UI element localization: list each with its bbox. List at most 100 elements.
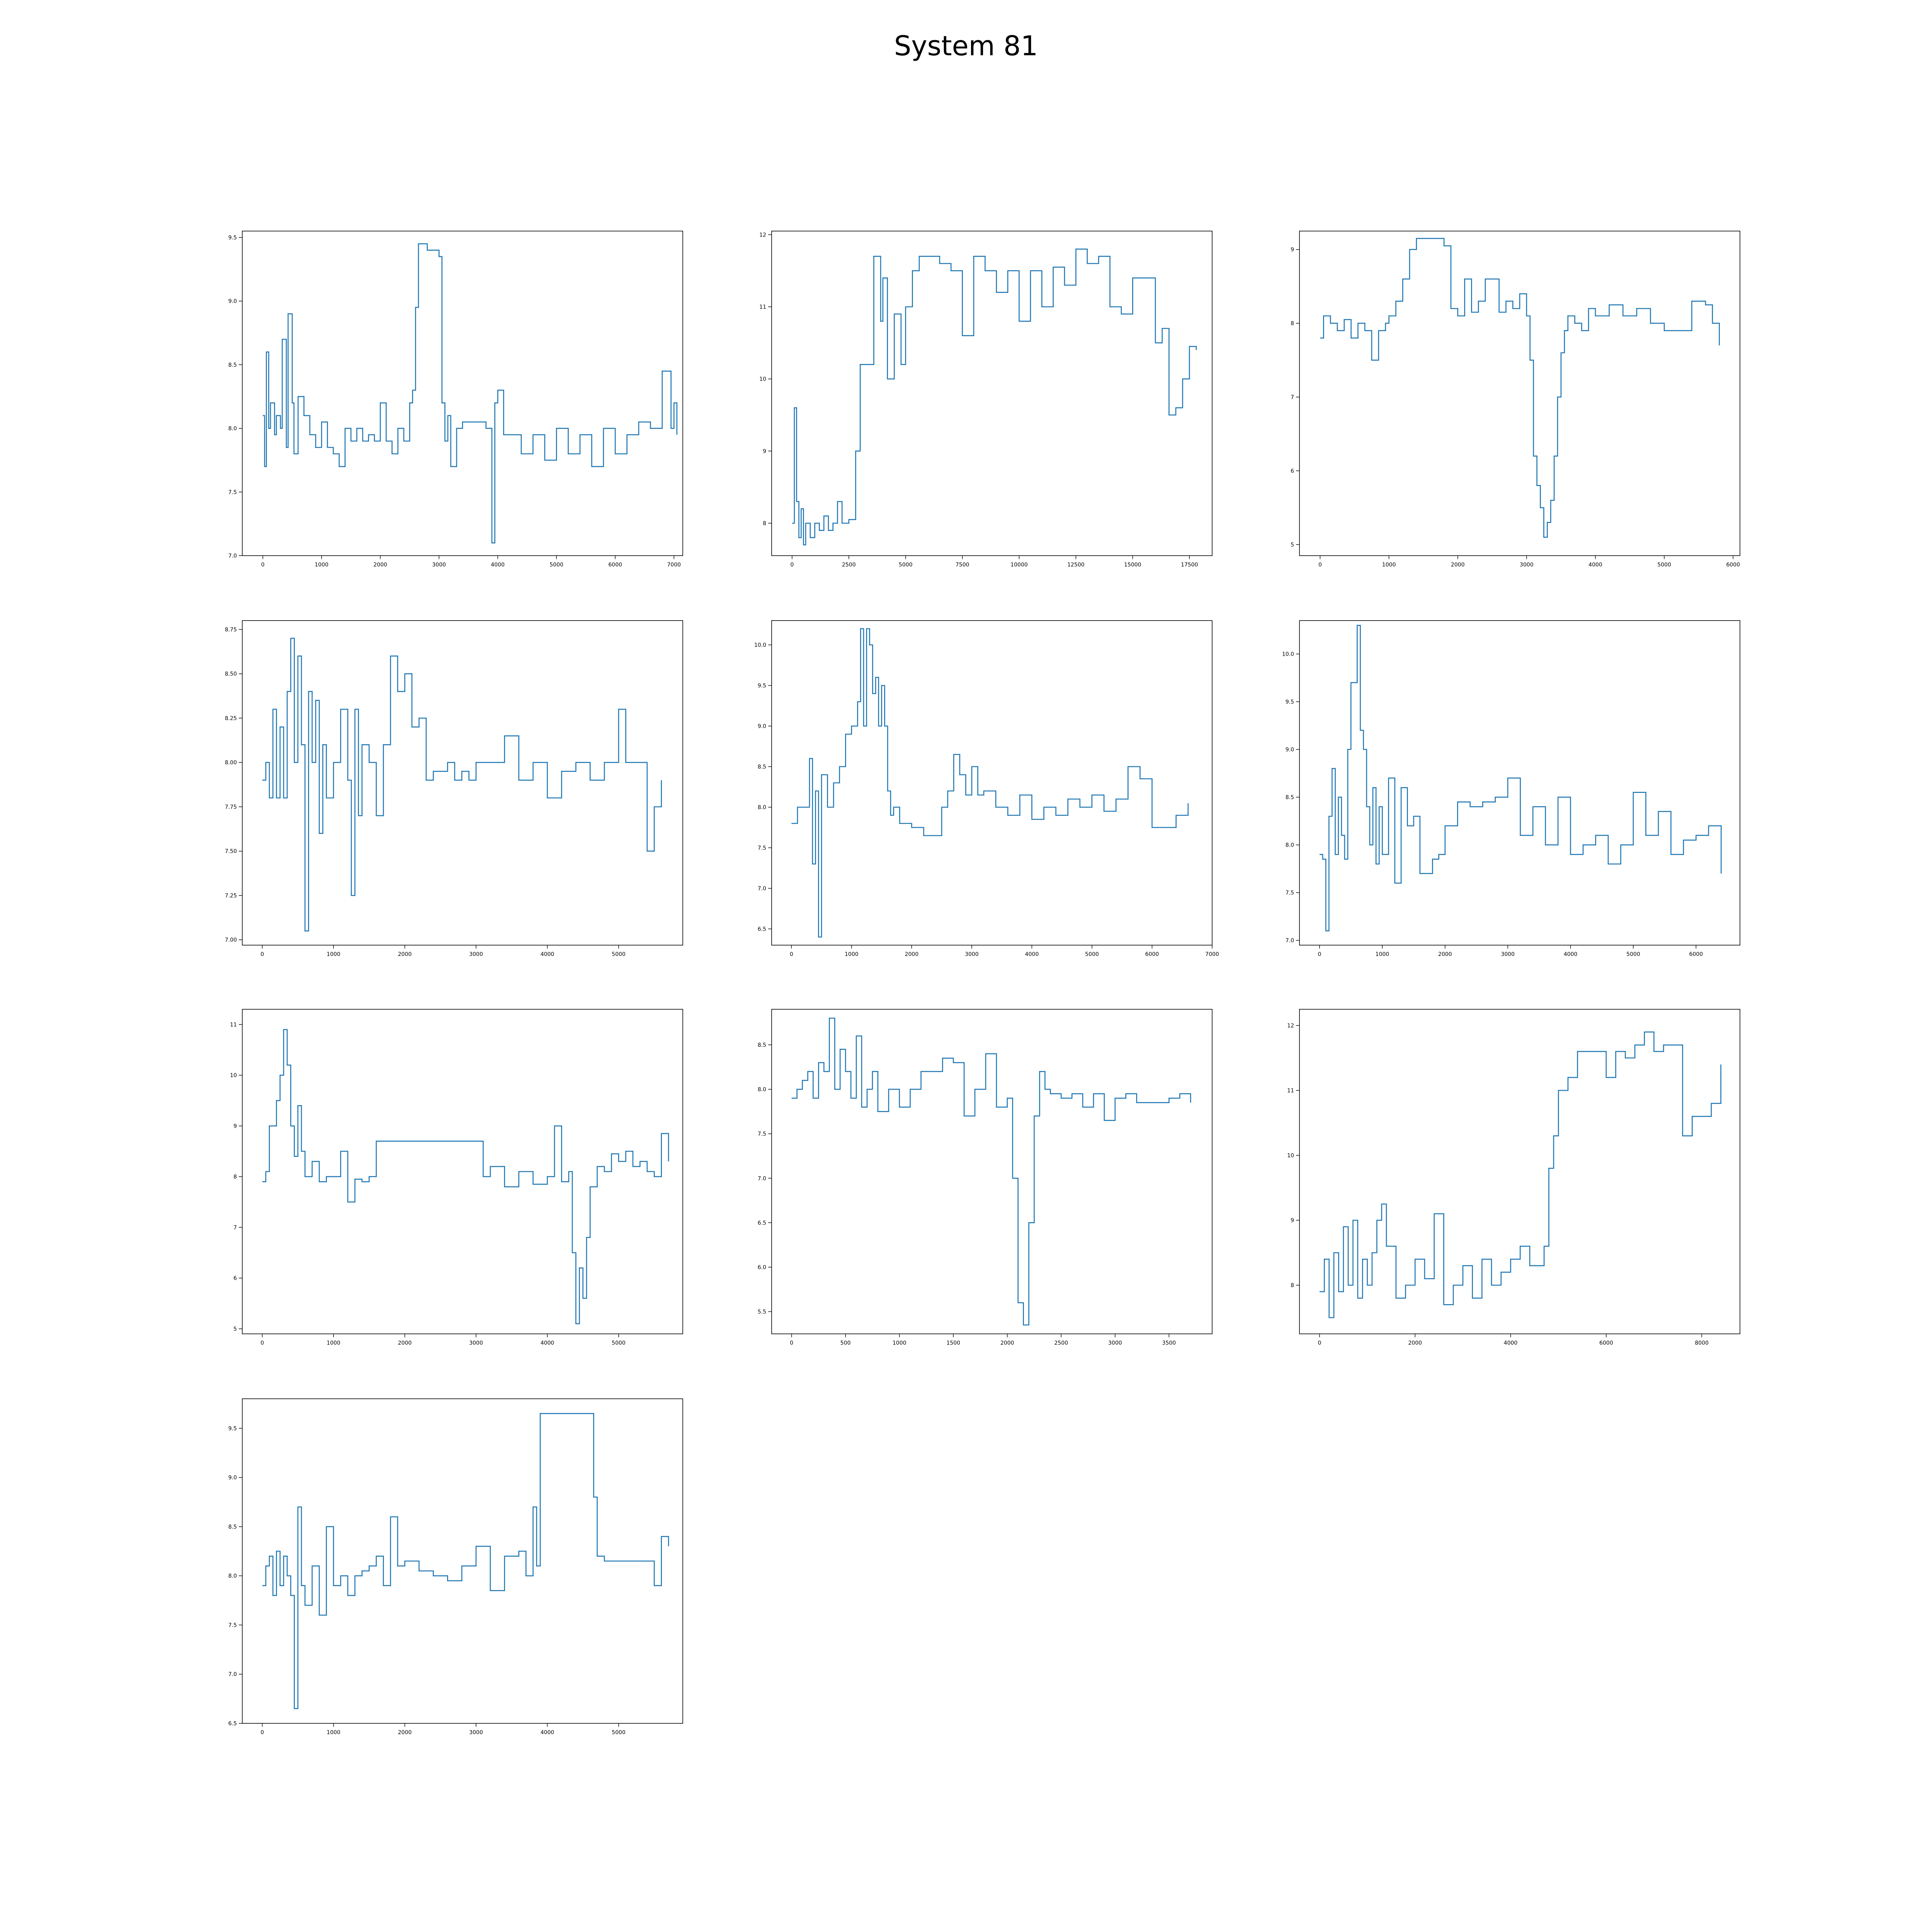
x-tick-label: 2000 [905, 951, 919, 957]
x-tick-label: 3000 [1501, 951, 1515, 957]
y-tick-label: 8 [763, 520, 766, 527]
y-tick-label: 9.5 [228, 235, 237, 241]
y-tick-label: 7.50 [225, 849, 237, 855]
x-tick-label: 1000 [315, 562, 328, 568]
y-tick-label: 8.75 [225, 627, 237, 633]
x-tick-label: 5000 [612, 1730, 626, 1736]
plot-frame [242, 231, 683, 556]
subplot-4: 0 1000 2000 3000 4000 5000 7.00 7.25 7.50 7.75 8.0… [225, 620, 683, 957]
subplot-6: 0 1000 2000 3000 4000 5000 6000 7.0 7.5 8.0 8.5 9.0… [1282, 620, 1740, 957]
x-tick-label: 4000 [491, 562, 505, 568]
x-tick-label: 2500 [842, 562, 856, 568]
y-tick-label: 5 [233, 1326, 237, 1332]
y-tick-label: 8.0 [228, 1573, 237, 1579]
x-tick-label: 2000 [398, 951, 412, 957]
y-tick-label: 8.5 [228, 362, 237, 368]
y-tick-label: 7 [233, 1225, 237, 1231]
y-tick-label: 7.0 [758, 886, 766, 892]
y-tick-label: 7.5 [758, 1131, 766, 1137]
y-tick-label: 9.5 [1286, 699, 1294, 705]
subplot-10: 0 1000 2000 3000 4000 5000 6.5 7.0 7.5 8.0 8.5 9.0 9… [228, 1398, 683, 1736]
x-tick-label: 1000 [845, 951, 859, 957]
x-tick-label: 5000 [549, 562, 563, 568]
subplot-2: 0 2500 5000 7500 10000 12500 15000 17500 8 9 10 11 1… [759, 231, 1213, 568]
x-tick-label: 1000 [327, 951, 340, 957]
x-tick-label: 5000 [1085, 951, 1099, 957]
y-tick-label: 9.0 [228, 298, 237, 304]
x-tick-label: 6000 [1689, 951, 1703, 957]
x-tick-label: 0 [790, 1340, 793, 1346]
y-tick-label: 6.5 [758, 1220, 766, 1226]
x-tick-label: 3000 [1108, 1340, 1122, 1346]
x-tick-label: 3000 [469, 1340, 483, 1346]
x-tick-label: 0 [260, 1340, 264, 1346]
figure-title: System 81 [894, 30, 1038, 62]
y-tick-label: 5.5 [758, 1309, 766, 1315]
y-tick-label: 7.0 [1286, 938, 1294, 944]
subplot-3: 0 1000 2000 3000 4000 5000 6000 5 6 7 8 9 [1291, 231, 1740, 568]
y-tick-label: 9 [763, 448, 766, 454]
y-tick-label: 8.0 [228, 426, 237, 432]
y-tick-label: 9 [1291, 1218, 1294, 1224]
y-tick-label: 10.0 [1282, 651, 1294, 657]
y-tick-label: 10 [759, 376, 766, 383]
x-tick-label: 2500 [1054, 1340, 1068, 1346]
y-tick-label: 12 [759, 232, 766, 238]
x-tick-label: 2000 [1408, 1340, 1422, 1346]
x-tick-label: 5000 [1657, 562, 1671, 568]
series-line [1320, 238, 1720, 538]
x-tick-label: 0 [1318, 562, 1322, 568]
y-tick-label: 7.5 [1286, 890, 1294, 896]
x-tick-label: 4000 [541, 951, 554, 957]
y-tick-label: 6 [233, 1276, 237, 1282]
y-tick-label: 8.25 [225, 715, 237, 721]
x-tick-label: 3000 [469, 1730, 483, 1736]
x-tick-label: 4000 [1564, 951, 1578, 957]
series-line [792, 248, 1197, 546]
series-line [262, 1413, 669, 1709]
x-tick-label: 7000 [1205, 951, 1219, 957]
x-tick-label: 6000 [608, 562, 622, 568]
x-tick-label: 5000 [612, 1340, 626, 1346]
y-tick-label: 6.5 [758, 926, 766, 932]
plot-frame [1299, 231, 1740, 556]
x-tick-label: 500 [840, 1340, 851, 1346]
y-tick-label: 11 [759, 304, 766, 310]
x-tick-label: 6000 [1145, 951, 1159, 957]
plot-frame [242, 620, 683, 946]
x-tick-label: 3000 [965, 951, 979, 957]
x-tick-label: 0 [790, 951, 793, 957]
plot-frame [771, 231, 1213, 556]
x-tick-label: 1000 [327, 1730, 340, 1736]
y-tick-label: 9 [1291, 247, 1294, 253]
y-tick-label: 8.5 [1286, 794, 1294, 801]
series-line [263, 243, 678, 544]
y-tick-label: 11 [230, 1022, 237, 1028]
y-tick-label: 9.0 [228, 1475, 237, 1481]
x-tick-label: 0 [1318, 1340, 1321, 1346]
x-tick-label: 7500 [956, 562, 969, 568]
y-tick-label: 9 [233, 1123, 237, 1129]
y-tick-label: 7.0 [228, 1672, 237, 1678]
x-tick-label: 12500 [1067, 562, 1085, 568]
x-tick-label: 15000 [1124, 562, 1141, 568]
subplot-7: 0 1000 2000 3000 4000 5000 5 6 7 8 9 10 11 [230, 1009, 683, 1346]
y-tick-label: 8 [233, 1174, 237, 1180]
x-tick-label: 5000 [612, 951, 626, 957]
y-tick-label: 7.0 [758, 1175, 766, 1182]
x-tick-label: 2000 [1000, 1340, 1014, 1346]
x-tick-label: 0 [261, 562, 265, 568]
x-tick-label: 7000 [667, 562, 681, 568]
x-tick-label: 4000 [541, 1340, 554, 1346]
x-tick-label: 2000 [373, 562, 387, 568]
y-tick-label: 7.25 [225, 893, 237, 899]
y-tick-label: 6.5 [228, 1721, 237, 1727]
x-tick-label: 1000 [893, 1340, 906, 1346]
x-tick-label: 6000 [1599, 1340, 1613, 1346]
y-tick-label: 7.5 [228, 489, 237, 495]
series-line [791, 1017, 1191, 1326]
y-tick-label: 7.5 [228, 1622, 237, 1628]
y-tick-label: 8 [1291, 1282, 1294, 1289]
plot-frame [771, 1009, 1213, 1334]
